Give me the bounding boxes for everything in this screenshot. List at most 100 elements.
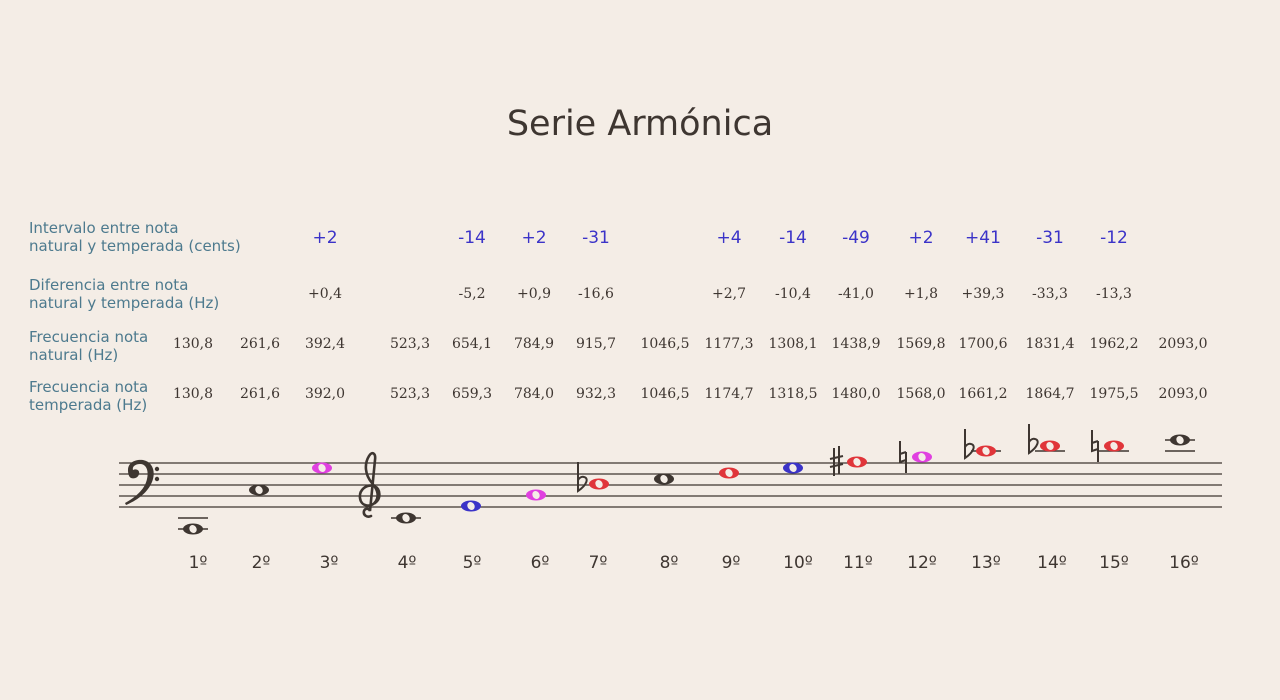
- tempered-frequency: 784,0: [513, 386, 555, 402]
- natural-frequency: 1177,3: [704, 336, 754, 352]
- note-harmonic-15: [1091, 430, 1129, 462]
- row-label-natural: Frecuencia nota natural (Hz): [29, 328, 148, 364]
- harmonic-ordinal: 10º: [783, 553, 813, 573]
- note-harmonic-6: [526, 489, 546, 501]
- harmonic-ordinal: 5º: [462, 553, 482, 573]
- cents-value: +41: [965, 228, 1001, 248]
- natural-icon: [899, 441, 907, 473]
- tempered-frequency: 1480,0: [831, 386, 881, 402]
- harmonic-ordinal: 9º: [721, 553, 741, 573]
- harmonic-ordinal: 4º: [397, 553, 417, 573]
- note-harmonic-12: [899, 441, 932, 473]
- natural-frequency: 915,7: [575, 336, 617, 352]
- cents-value: -31: [582, 228, 610, 248]
- natural-icon: [1091, 430, 1099, 462]
- diff-value: -41,0: [838, 286, 874, 302]
- diff-value: +1,8: [904, 286, 938, 302]
- note-harmonic-9: [719, 467, 739, 479]
- cents-value: +2: [908, 228, 934, 248]
- natural-frequency: 1046,5: [640, 336, 690, 352]
- diff-value: +39,3: [961, 286, 1005, 302]
- cents-value: +2: [521, 228, 547, 248]
- harmonic-ordinal: 16º: [1169, 553, 1199, 573]
- row-label-natural-line1: Frecuencia nota: [29, 328, 149, 346]
- cents-value: -12: [1100, 228, 1128, 248]
- diff-value: +2,7: [712, 286, 746, 302]
- note-harmonic-10: [783, 462, 803, 474]
- diff-value: -13,3: [1096, 286, 1132, 302]
- natural-frequency: 1831,4: [1025, 336, 1075, 352]
- tempered-frequency: 932,3: [575, 386, 617, 402]
- tempered-frequency: 2093,0: [1158, 386, 1208, 402]
- harmonic-ordinal: 15º: [1099, 553, 1129, 573]
- treble-clef-icon: [358, 451, 381, 518]
- tempered-frequency: 1318,5: [768, 386, 818, 402]
- harmonic-ordinal: 3º: [319, 553, 339, 573]
- natural-frequency: 784,9: [513, 336, 555, 352]
- note-harmonic-13: [964, 429, 1001, 460]
- note-harmonic-7: [577, 462, 609, 493]
- harmonic-ordinal: 7º: [588, 553, 608, 573]
- tempered-frequency: 1661,2: [958, 386, 1008, 402]
- tempered-frequency: 261,6: [239, 386, 281, 402]
- natural-frequency: 1308,1: [768, 336, 818, 352]
- cents-value: -14: [458, 228, 486, 248]
- natural-frequency: 1962,2: [1089, 336, 1139, 352]
- natural-frequency: 1569,8: [896, 336, 946, 352]
- cents-value: -49: [842, 228, 870, 248]
- row-label-cents-line2: natural y temperada (cents): [29, 237, 241, 255]
- row-label-diff-line1: Diferencia entre nota: [29, 276, 189, 294]
- tempered-frequency: 1975,5: [1089, 386, 1139, 402]
- diff-value: +0,9: [517, 286, 551, 302]
- note-harmonic-11: [829, 446, 867, 476]
- natural-frequency: 261,6: [239, 336, 281, 352]
- cents-value: +2: [312, 228, 338, 248]
- harmonic-ordinal: 11º: [843, 553, 873, 573]
- row-label-natural-line2: natural (Hz): [29, 346, 119, 364]
- natural-frequency: 654,1: [451, 336, 493, 352]
- row-label-tempered: Frecuencia nota temperada (Hz): [29, 378, 148, 414]
- page-title: Serie Armónica: [506, 104, 774, 144]
- cents-value: -14: [779, 228, 807, 248]
- row-label-diff: Diferencia entre nota natural y temperad…: [29, 276, 219, 312]
- tempered-frequency: 1864,7: [1025, 386, 1075, 402]
- natural-frequency: 1700,6: [958, 336, 1008, 352]
- flat-icon: [964, 429, 975, 460]
- note-harmonic-14: [1028, 424, 1065, 455]
- row-label-cents: Intervalo entre nota natural y temperada…: [29, 219, 241, 255]
- note-harmonic-5: [461, 500, 481, 512]
- harmonic-ordinal: 2º: [251, 553, 271, 573]
- natural-frequency: 130,8: [172, 336, 214, 352]
- tempered-frequency: 659,3: [451, 386, 493, 402]
- flat-icon: [1028, 424, 1039, 455]
- diff-value: -16,6: [578, 286, 614, 302]
- tempered-frequency: 130,8: [172, 386, 214, 402]
- flat-icon: [577, 462, 588, 493]
- diff-value: -10,4: [775, 286, 811, 302]
- note-harmonic-1: [178, 517, 208, 535]
- note-harmonic-4: [391, 512, 421, 524]
- tempered-frequency: 1568,0: [896, 386, 946, 402]
- row-label-diff-line2: natural y temperada (Hz): [29, 294, 220, 312]
- diff-value: +0,4: [308, 286, 342, 302]
- harmonic-ordinal: 1º: [188, 553, 208, 573]
- note-harmonic-8: [654, 473, 674, 485]
- natural-frequency: 392,4: [304, 336, 346, 352]
- harmonic-ordinal: 8º: [659, 553, 679, 573]
- tempered-frequency: 1174,7: [704, 386, 754, 402]
- natural-frequency: 1438,9: [831, 336, 881, 352]
- staff-lines: [119, 462, 1222, 508]
- harmonic-ordinal: 13º: [971, 553, 1001, 573]
- row-label-tempered-line2: temperada (Hz): [29, 396, 148, 414]
- row-label-tempered-line1: Frecuencia nota: [29, 378, 149, 396]
- natural-frequency: 523,3: [389, 336, 431, 352]
- cents-value: +4: [716, 228, 742, 248]
- note-harmonic-16: [1165, 434, 1195, 452]
- natural-frequency: 2093,0: [1158, 336, 1208, 352]
- note-harmonic-2: [249, 484, 269, 496]
- harmonic-ordinal: 12º: [907, 553, 937, 573]
- diff-value: -5,2: [458, 286, 486, 302]
- note-harmonic-3: [312, 462, 332, 474]
- diff-value: -33,3: [1032, 286, 1068, 302]
